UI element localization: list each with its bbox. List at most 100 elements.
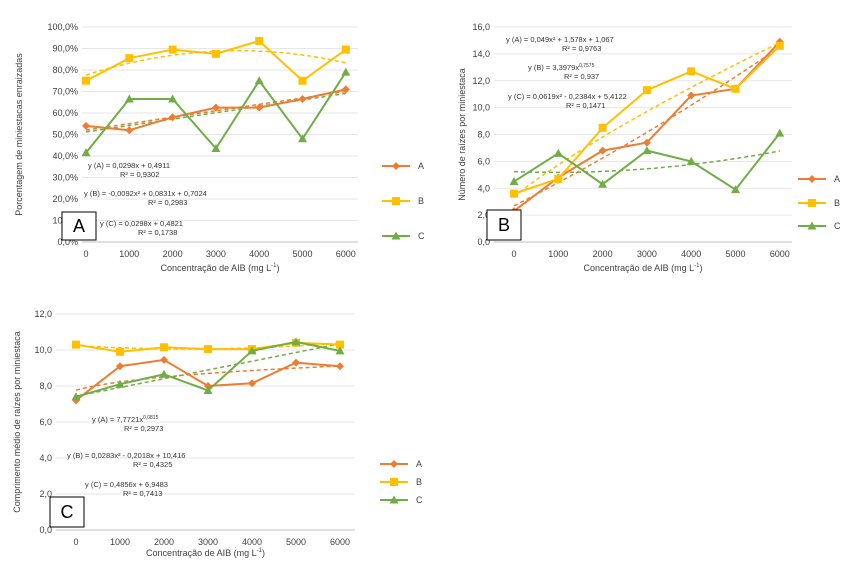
data-point-a <box>125 126 134 135</box>
data-point-c <box>71 392 81 401</box>
r-squared-text: R² = 0,2983 <box>148 198 187 207</box>
equation-main: y (B) = 3,3979x <box>528 63 579 72</box>
data-point-b <box>116 347 124 356</box>
y-tick-label: 2,0 <box>39 489 52 499</box>
x-axis-title-main: Concentração de AIB (mg L <box>584 263 695 273</box>
x-tick-label: 0 <box>83 249 88 259</box>
equation-text: y (A) = 7,7721x0,0815 <box>92 415 159 424</box>
y-axis-title: Comprimento médio de raízes por miniesta… <box>12 331 22 513</box>
legend-marker <box>392 197 400 205</box>
data-point-c <box>598 179 608 188</box>
x-tick-label: 1000 <box>110 537 130 547</box>
data-point-b <box>72 340 80 349</box>
y-tick-label: 12,0 <box>34 309 52 319</box>
data-point-a <box>116 362 124 371</box>
y-tick-label: 6,0 <box>477 156 490 166</box>
data-point-c <box>686 156 696 165</box>
equation-main: y (C) = 0,4856x + 6,9483 <box>85 480 168 489</box>
panel-label-box <box>61 211 97 241</box>
equation-main: y (A) = 7,7721x <box>92 415 143 424</box>
data-point-a <box>341 85 350 94</box>
legend-marker <box>808 199 816 207</box>
data-point-c <box>509 177 519 186</box>
x-tick-label: 6000 <box>336 249 356 259</box>
legend-label: C <box>416 495 423 505</box>
data-point-c <box>775 128 785 137</box>
data-point-b <box>82 76 90 85</box>
y-tick-label: 0,0 <box>39 525 52 535</box>
legend-label: B <box>418 196 424 206</box>
equation-text: y (A) = 0,049x² + 1,578x + 1,067 <box>506 35 614 44</box>
data-point-c <box>291 337 301 346</box>
data-point-b <box>160 343 168 352</box>
x-tick-label: 4000 <box>242 537 262 547</box>
x-tick-label: 4000 <box>681 249 701 259</box>
trendline-b <box>513 41 781 197</box>
r-squared-text: R² = 0,9302 <box>120 170 159 179</box>
legend-marker <box>389 495 399 504</box>
data-point-c <box>211 143 221 152</box>
x-tick-label: 3000 <box>198 537 218 547</box>
data-point-c <box>298 134 307 143</box>
data-point-c <box>642 146 652 155</box>
legend-label: C <box>418 231 425 241</box>
legend-marker <box>392 162 400 170</box>
data-point-b <box>125 54 134 63</box>
data-point-b <box>255 36 264 45</box>
y-tick-label: 50,0% <box>52 130 78 140</box>
y-axis-title: Porcentagem de miniestacas enraizadas <box>14 53 24 216</box>
x-axis-title-sup: -1 <box>694 263 700 269</box>
equation-text: y (A) = 0,0298x + 0,4911 <box>88 161 170 170</box>
x-tick-label: 5000 <box>292 249 312 259</box>
x-tick-label: 2000 <box>154 537 174 547</box>
legend-marker <box>390 478 398 486</box>
y-tick-label: 100,0% <box>47 22 78 32</box>
equation-main: y (A) = 0,049x² + 1,578x + 1,067 <box>506 35 614 44</box>
data-point-b <box>775 41 784 50</box>
data-point-a <box>82 121 90 130</box>
equation-main: y (B) = -0,0092x² + 0,0831x + 0,7024 <box>84 189 207 198</box>
data-point-c <box>115 379 125 388</box>
y-tick-label: 0,0 <box>477 237 490 247</box>
legend-marker <box>807 221 817 230</box>
data-point-b <box>510 189 518 198</box>
equation-text: y (C) = 0,0619x² - 0,2384x + 5,4122 <box>508 92 627 101</box>
x-axis-title: Concentração de AIB (mg L-1) <box>146 548 265 558</box>
trendline-c <box>513 150 780 174</box>
x-tick-label: 1000 <box>548 249 568 259</box>
y-tick-label: 10,0 <box>472 103 490 113</box>
data-point-c <box>124 94 134 103</box>
legend-label: A <box>418 161 424 171</box>
data-point-a <box>292 358 300 367</box>
legend-label: B <box>834 198 840 208</box>
y-tick-label: 60,0% <box>52 108 78 118</box>
data-point-c <box>159 369 169 378</box>
data-point-a <box>298 95 307 104</box>
equation-main: y (A) = 0,0298x + 0,4911 <box>88 161 170 170</box>
data-point-b <box>168 45 177 54</box>
y-tick-label: 80,0% <box>52 65 78 75</box>
y-tick-label: 8,0 <box>477 130 490 140</box>
legend-label: A <box>416 459 422 469</box>
x-tick-label: 0 <box>511 249 516 259</box>
x-tick-label: 4000 <box>249 249 269 259</box>
x-axis-title-end: ) <box>699 263 702 273</box>
panel-label: B <box>498 215 510 235</box>
data-point-b <box>336 340 344 349</box>
y-tick-label: 70,0% <box>52 87 78 97</box>
equation-text: y (B) = 0,0283x² - 0,2018x + 10,416 <box>67 451 185 460</box>
data-point-b <box>298 76 307 85</box>
equation-text: y (C) = 0,4856x + 6,9483 <box>85 480 168 489</box>
equation-exponent: 0,0815 <box>143 415 159 421</box>
chart-panel-c: 0,0 2,0 4,0 6,0 8,0 10,0 12,0 0 1000 2000 3000 4000… <box>12 309 423 558</box>
data-point-b <box>341 45 350 54</box>
y-tick-label: 12,0 <box>472 76 490 86</box>
x-axis-title-main: Concentração de AIB (mg L <box>161 263 272 273</box>
equation-text: y (B) = 3,3979x0,7575 <box>528 63 595 72</box>
y-tick-label: 10,0 <box>34 345 52 355</box>
series-line-c <box>85 71 347 154</box>
x-axis-title-end: ) <box>262 548 265 558</box>
legend-marker <box>808 175 816 183</box>
x-axis-title: Concentração de AIB (mg L-1) <box>584 263 703 273</box>
equation-main: y (C) = 0,0619x² - 0,2384x + 5,4122 <box>508 92 627 101</box>
